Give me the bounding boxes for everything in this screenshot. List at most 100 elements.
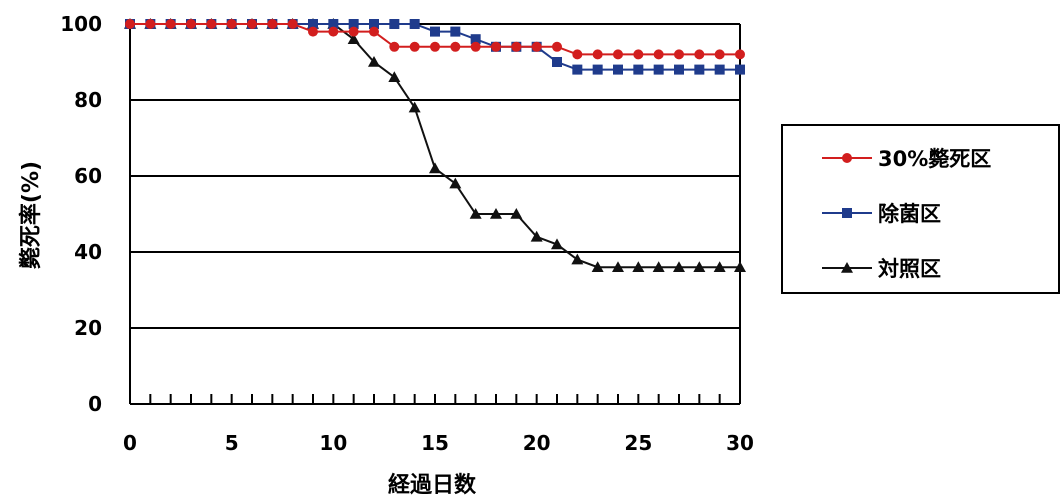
data-point (693, 261, 706, 272)
data-point (694, 64, 705, 75)
data-point (653, 49, 664, 60)
data-point (674, 64, 684, 75)
data-point (450, 26, 461, 37)
x-tick-label: 0 (123, 431, 137, 455)
data-point (430, 41, 440, 52)
data-point (430, 26, 440, 37)
data-point (572, 49, 583, 60)
data-point (735, 64, 745, 75)
data-point (511, 41, 522, 52)
data-point (267, 19, 278, 29)
data-point (612, 261, 624, 272)
data-point (469, 208, 482, 219)
legend-swatch-marker (841, 262, 853, 273)
y-tick-label: 40 (74, 240, 102, 264)
data-point (591, 261, 604, 272)
legend-label: 30%斃死区 (878, 147, 991, 171)
data-point (348, 19, 359, 29)
data-point (551, 238, 563, 250)
x-tick-label: 5 (225, 431, 239, 455)
data-point (674, 49, 684, 60)
x-tick-label: 20 (523, 431, 551, 455)
data-point (490, 208, 502, 219)
data-point (613, 64, 623, 75)
data-point (714, 49, 725, 60)
data-point (368, 56, 380, 67)
data-point (328, 26, 339, 37)
y-tick-label: 60 (74, 164, 102, 188)
data-point (247, 19, 257, 29)
data-point (165, 19, 176, 29)
x-axis-title: 経過日数 (388, 472, 477, 498)
y-tick-labels: 0 20 40 60 80 100 (60, 12, 102, 416)
data-point (734, 261, 746, 272)
data-point (226, 19, 237, 29)
x-tick-labels: 0 5 10 15 20 25 30 (123, 431, 754, 455)
data-point (633, 64, 644, 75)
data-point (308, 26, 318, 37)
series-group (124, 18, 746, 272)
data-point (491, 41, 501, 52)
data-point (652, 261, 665, 272)
data-point (409, 41, 420, 52)
data-point (389, 19, 400, 29)
data-point (571, 253, 584, 265)
data-point (510, 208, 523, 219)
data-point (186, 19, 196, 29)
x-tick-label: 30 (726, 431, 754, 455)
data-point (145, 19, 156, 29)
data-point (347, 33, 360, 44)
data-point (552, 57, 562, 67)
y-tick-label: 20 (74, 316, 102, 340)
y-tick-label: 100 (60, 12, 102, 36)
y-tick-label: 0 (88, 392, 102, 416)
data-point (552, 41, 562, 52)
data-point (449, 177, 462, 189)
data-point (633, 49, 644, 60)
data-point (713, 261, 726, 272)
data-point (653, 64, 664, 75)
legend-label: 対照区 (878, 257, 941, 281)
legend-label: 除菌区 (878, 202, 941, 226)
legend-swatch-marker (842, 153, 852, 163)
data-point (369, 19, 379, 29)
data-point (735, 49, 745, 60)
data-point (450, 41, 461, 52)
data-point (429, 162, 441, 174)
data-point (531, 41, 542, 52)
data-point (408, 101, 421, 113)
data-point (530, 230, 543, 242)
data-point (206, 19, 217, 29)
data-point (388, 71, 401, 82)
data-point (592, 49, 603, 60)
data-point (308, 19, 318, 29)
x-tick-label: 15 (421, 431, 449, 455)
data-point (470, 41, 481, 52)
axes (129, 24, 741, 405)
legend-box (781, 124, 1060, 294)
series-1 (125, 19, 745, 60)
legend-swatch-marker (842, 208, 852, 218)
data-point (572, 64, 583, 75)
data-point (632, 261, 645, 272)
data-point (409, 19, 420, 29)
series-3 (124, 18, 746, 272)
data-point (714, 64, 725, 75)
data-point (348, 26, 359, 37)
data-point (287, 19, 298, 29)
data-point (470, 34, 481, 45)
y-axis-title: 斃死率(%) (18, 161, 44, 269)
data-point (673, 261, 685, 272)
x-tick-label: 25 (624, 431, 652, 455)
data-point (389, 41, 400, 52)
data-point (613, 49, 623, 60)
data-point (328, 19, 339, 29)
data-point (694, 49, 705, 60)
data-point (369, 26, 379, 37)
data-point (125, 19, 135, 29)
series-line (130, 23, 740, 269)
y-tick-label: 80 (74, 88, 102, 112)
x-tick-label: 10 (319, 431, 347, 455)
